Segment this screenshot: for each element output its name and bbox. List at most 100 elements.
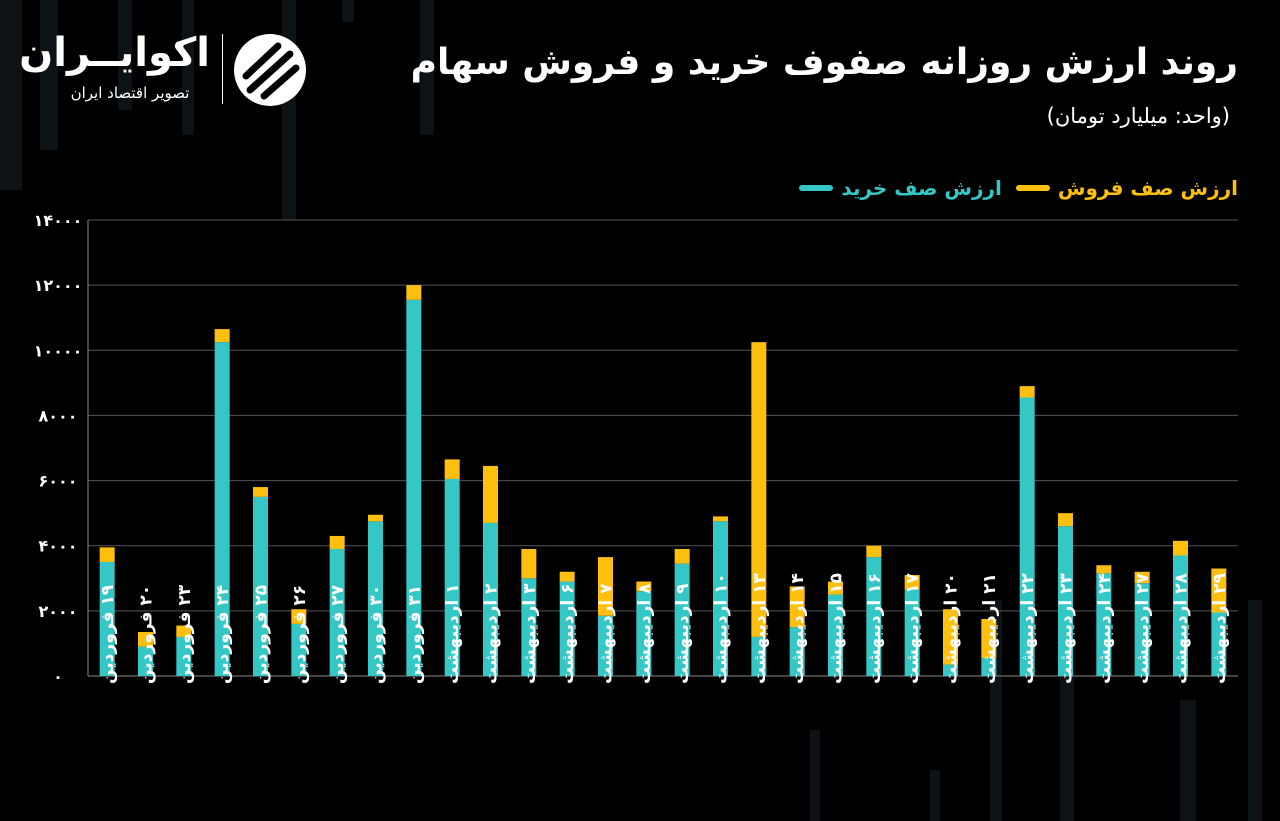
bar-sell [291, 609, 307, 624]
x-tick-label: ۱۷ اردیبهشت [903, 573, 923, 684]
x-tick-label: ۱۳ اردیبهشت [750, 573, 770, 684]
bar-buy [253, 496, 268, 676]
x-tick-label: ۱۰ اردیبهشت [712, 573, 732, 684]
bar-sell [1211, 568, 1227, 613]
bar-sell [789, 586, 805, 628]
y-tick-label: ۲۰۰۰ [38, 602, 77, 621]
legend-item-sell: ارزش صف فروش [1015, 176, 1238, 200]
bar-sell [713, 516, 728, 522]
bar-sell [253, 487, 268, 497]
brand-logo: اکوایــران تصویر اقتصاد ایران [19, 30, 310, 110]
x-tick-label: ۲۲ اردیبهشت [1018, 573, 1038, 684]
y-tick-label: ۰ [53, 667, 63, 686]
bar-buy [598, 615, 613, 676]
bar-sell [981, 619, 997, 659]
y-tick-label: ۱۴۰۰۰ [34, 211, 83, 230]
bar-buy [559, 581, 575, 676]
bar-buy [214, 342, 230, 676]
x-tick-label: ۲۵ فروردین [252, 585, 272, 684]
legend-label-sell: ارزش صف فروش [1057, 176, 1238, 200]
bar-buy [99, 562, 115, 676]
x-tick-label: ۲۶ فروردین [290, 585, 310, 684]
x-tick-label: ۹ اردیبهشت [673, 583, 693, 684]
x-tick-label: ۷ اردیبهشت [597, 583, 617, 684]
bar-buy [943, 664, 958, 676]
x-tick-label: ۱۴ اردیبهشت [788, 573, 808, 684]
bar-sell [828, 581, 843, 595]
legend-swatch-buy [799, 185, 834, 191]
bar-sell [406, 285, 422, 300]
bar-sell [1173, 540, 1188, 556]
x-tick-label: ۱۶ اردیبهشت [865, 573, 885, 684]
bar-sell [176, 625, 192, 637]
legend-swatch-sell [1015, 185, 1050, 191]
y-tick-label: ۴۰۰۰ [38, 537, 77, 556]
bar-buy [751, 636, 767, 676]
bar-sell [214, 329, 230, 343]
bar-buy [138, 646, 153, 676]
x-tick-label: ۲۹ اردیبهشت [1210, 573, 1230, 684]
brand-mark-icon [234, 34, 306, 106]
bar-sell [1096, 565, 1112, 574]
x-tick-label: ۲۱ اردیبهشت [980, 573, 1000, 684]
y-tick-label: ۱۲۰۰۰ [34, 276, 83, 295]
bar-sell [943, 609, 958, 665]
x-tick-label: ۲۳ فروردین [175, 584, 195, 684]
bar-sell [866, 545, 882, 558]
page-title: روند ارزش روزانه صفوف خرید و فروش سهام [410, 42, 1238, 83]
bar-buy [636, 591, 652, 676]
bar-buy [904, 589, 920, 676]
bar-sell [904, 575, 920, 590]
x-tick-label: ۲۸ اردیبهشت [1172, 573, 1192, 684]
bar-sell [99, 547, 115, 562]
x-tick-label: ۱۹ فروردین [98, 584, 118, 684]
x-tick-label: ۶ اردیبهشت [558, 584, 578, 685]
unit-subtitle: (واحد: میلیارد تومان) [1046, 104, 1230, 128]
brand-tagline: تصویر اقتصاد ایران [70, 84, 190, 102]
x-tick-label: ۲۴ اردیبهشت [1095, 573, 1115, 684]
bar-sell [138, 632, 153, 647]
x-tick-label: ۲۳ اردیبهشت [1057, 573, 1077, 684]
y-tick-label: ۱۰۰۰۰ [34, 341, 83, 360]
bar-sell [1019, 386, 1035, 398]
bar-sell [1134, 571, 1150, 584]
bar-sell [674, 548, 690, 564]
bar-sell [329, 535, 345, 549]
x-tick-label: ۲۰ اردیبهشت [942, 573, 962, 684]
x-tick-label: ۸ اردیبهشت [635, 583, 655, 684]
bar-buy [828, 594, 843, 676]
bar-sell [444, 459, 460, 479]
bar-buy [291, 623, 307, 676]
bar-sell [559, 571, 575, 582]
bar-sell [521, 548, 537, 579]
x-tick-label: ۲۷ اردیبهشت [1133, 573, 1153, 684]
bar-buy [1211, 612, 1227, 676]
chart-legend: ارزش صف خرید ارزش صف فروش [799, 176, 1238, 200]
bar-buy [789, 627, 805, 676]
y-tick-label: ۶۰۰۰ [38, 472, 77, 491]
bar-buy [329, 548, 345, 676]
x-tick-label: ۲ اردیبهشت [482, 583, 502, 684]
bar-sell [751, 342, 767, 637]
bar-sell [368, 514, 383, 522]
legend-item-buy: ارزش صف خرید [799, 176, 1002, 200]
y-tick-label: ۸۰۰۰ [38, 406, 77, 425]
x-tick-label: ۱۵ اردیبهشت [827, 573, 847, 684]
bar-sell [483, 465, 498, 523]
bar-buy [981, 658, 997, 676]
logo-divider [222, 34, 223, 104]
bar-buy [444, 478, 460, 676]
bar-buy [368, 521, 383, 676]
bar-buy [1058, 526, 1073, 676]
bar-buy [713, 521, 728, 676]
x-tick-label: ۲۴ فروردین [213, 585, 233, 684]
bar-buy [674, 563, 690, 676]
bar-buy [1134, 583, 1150, 676]
bar-buy [1173, 555, 1188, 676]
bar-sell [598, 557, 613, 616]
x-tick-label: ۳۱ فروردین [405, 585, 425, 684]
bar-sell [1058, 513, 1073, 527]
bar-buy [483, 522, 498, 676]
